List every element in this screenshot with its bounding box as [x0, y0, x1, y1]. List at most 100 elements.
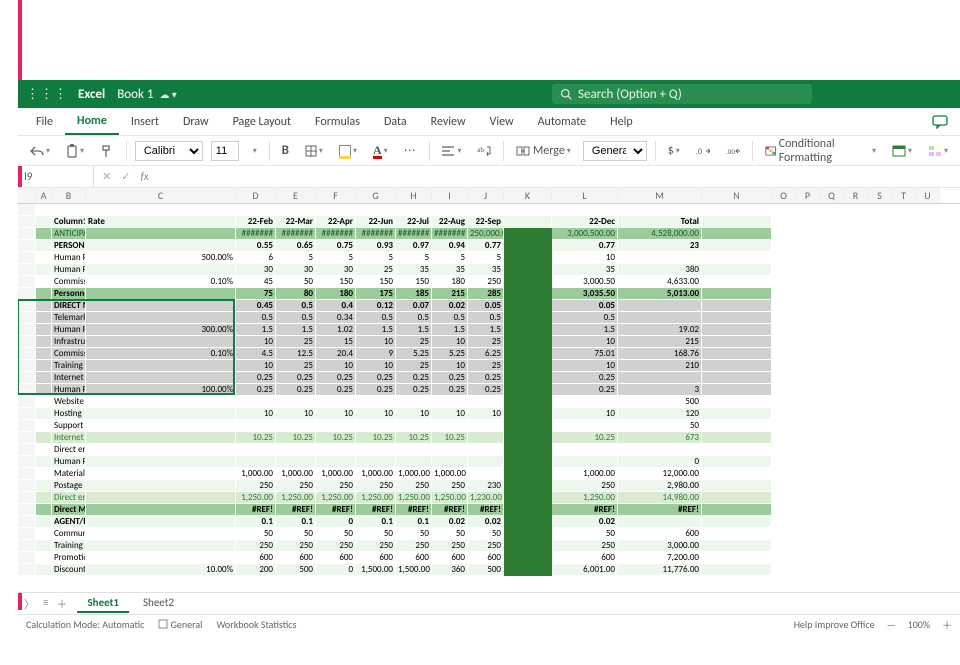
col-header-G[interactable]: G [356, 188, 396, 203]
col-header-B[interactable]: B [52, 188, 86, 203]
table-row[interactable]: Human Resources - Headcount300.00%1.51.5… [18, 324, 960, 336]
table-row[interactable]: Internet Marketing (% of Direct Sales)0.… [18, 372, 960, 384]
table-row[interactable]: PERSONNEL (% OF TOTAL SALES)0.550.650.75… [18, 240, 960, 252]
font-size-input[interactable] [211, 141, 239, 161]
col-header-Q[interactable]: Q [820, 188, 844, 203]
table-row[interactable]: Support & Maintenance50 [18, 420, 960, 432]
zoom-out-button[interactable]: — [887, 618, 896, 631]
col-header-corner[interactable] [18, 188, 36, 203]
menu-tab-home[interactable]: Home [65, 108, 119, 135]
table-row[interactable]: Human Resources - Headcount100.00%0.250.… [18, 384, 960, 396]
table-row[interactable]: Direct email (% of direct sales) [18, 444, 960, 456]
sheet-list-icon[interactable]: ≡ [43, 596, 48, 612]
menu-tab-view[interactable]: View [478, 108, 526, 135]
decimal-increase-button[interactable]: .00 [722, 143, 744, 159]
cancel-formula-icon[interactable]: ✕ [102, 170, 111, 183]
col-header-H[interactable]: H [396, 188, 432, 203]
paste-button[interactable] [62, 142, 88, 160]
bold-button[interactable]: B [278, 141, 293, 160]
table-row[interactable]: Infrastructure Support102515102510251021… [18, 336, 960, 348]
add-sheet-icon[interactable]: ＋ [56, 596, 67, 612]
table-row[interactable]: Human Resources - Cost0 [18, 456, 960, 468]
search-box[interactable]: Search (Option + Q) [552, 84, 812, 104]
col-header-C[interactable]: C [86, 188, 236, 203]
zoom-level-label[interactable]: 100% [908, 618, 930, 631]
table-row[interactable]: Commission0.10%45501501501501802503,000.… [18, 276, 960, 288]
enter-formula-icon[interactable]: ✓ [121, 170, 130, 183]
table-row[interactable]: Hosting1010101010101010120 [18, 408, 960, 420]
col-header-A[interactable]: A [36, 188, 52, 203]
table-row[interactable]: Training1025101025102510210 [18, 360, 960, 372]
document-name[interactable]: Book 1 [117, 87, 153, 102]
cell-styles-button[interactable] [924, 143, 952, 159]
menu-tab-page-layout[interactable]: Page Layout [221, 108, 303, 135]
table-row[interactable]: Website Development (one-time cost)500 [18, 396, 960, 408]
menu-tab-insert[interactable]: Insert [119, 108, 171, 135]
table-row[interactable]: Human Resources - Cost303030253535353538… [18, 264, 960, 276]
col-header-I[interactable]: I [432, 188, 468, 203]
sheet-tab-sheet1[interactable]: Sheet1 [77, 594, 129, 613]
table-row[interactable]: Commission0.10%4.512.520.495.255.256.257… [18, 348, 960, 360]
sheet-nav-left-icon[interactable]: 〉 [24, 596, 35, 612]
table-row[interactable]: Internet Marketing Total $(000)10.2510.2… [18, 432, 960, 444]
col-header-R[interactable]: R [844, 188, 868, 203]
table-row[interactable]: Training2502502502502502502502503,000.00 [18, 540, 960, 552]
sheet-tab-sheet2[interactable]: Sheet2 [133, 594, 184, 613]
col-header-D[interactable]: D [236, 188, 276, 203]
col-header-E[interactable]: E [276, 188, 316, 203]
col-header-O[interactable]: O [772, 188, 796, 203]
col-header-M[interactable]: M [618, 188, 702, 203]
conditional-formatting-button[interactable]: Conditional Formatting [761, 135, 880, 167]
table-row[interactable]: DIRECT MARKETING (% OF TOTAL SALES)0.450… [18, 300, 960, 312]
fx-icon[interactable]: fx [140, 170, 148, 183]
autosave-cloud-icon[interactable]: ☁ ▾ [159, 88, 176, 101]
undo-button[interactable] [26, 143, 54, 159]
menu-tab-formulas[interactable]: Formulas [303, 108, 372, 135]
col-header-S[interactable]: S [868, 188, 892, 203]
table-row[interactable]: AGENT/BROKER (% OF TOTAL SALES)0.10.100.… [18, 516, 960, 528]
workbook-stats-label[interactable]: Workbook Statistics [216, 618, 296, 631]
table-row[interactable]: Telemarketing (% of Direct Sales)0.50.50… [18, 312, 960, 324]
table-row[interactable]: Personnel Total $(000)758018017518521528… [18, 288, 960, 300]
menu-tab-review[interactable]: Review [419, 108, 478, 135]
col-header-U[interactable]: U [916, 188, 940, 203]
fill-color-button[interactable] [335, 143, 361, 159]
table-row[interactable]: Discounts10.00%20050001,500.001,500.0036… [18, 564, 960, 576]
wrap-text-button[interactable]: ab [473, 143, 495, 159]
more-font-button[interactable]: ⋯ [400, 141, 421, 160]
table-row[interactable]: Postage2502502502502502502302502,980.00 [18, 480, 960, 492]
col-header-P[interactable]: P [796, 188, 820, 203]
comments-icon[interactable] [926, 108, 954, 135]
name-box[interactable]: I9 [18, 166, 94, 187]
font-color-button[interactable]: A [369, 141, 392, 160]
menu-tab-automate[interactable]: Automate [526, 108, 599, 135]
currency-button[interactable]: $ [664, 142, 684, 160]
zoom-in-button[interactable]: ＋ [942, 617, 952, 632]
col-header-J[interactable]: J [468, 188, 504, 203]
table-row[interactable]: Human Resources - Headcount500.00%655555… [18, 252, 960, 264]
menu-tab-data[interactable]: Data [372, 108, 419, 135]
number-format-select[interactable]: General [583, 141, 647, 161]
table-row[interactable]: Column1Rate22-Feb22-Mar22-Apr22-Jun22-Ju… [18, 216, 960, 228]
table-row[interactable]: ANTICIPATED SALES TOTAL $(000)##########… [18, 228, 960, 240]
col-header-L[interactable]: L [552, 188, 618, 203]
col-header-N[interactable]: N [702, 188, 772, 203]
menu-tab-draw[interactable]: Draw [171, 108, 221, 135]
font-name-select[interactable]: Calibri [135, 141, 203, 161]
merge-button[interactable]: Merge [512, 142, 575, 160]
spreadsheet-grid[interactable]: ABCDEFGHIJKLMNOPQRSTU Column1Rate22-Feb2… [18, 188, 960, 592]
decimal-decrease-button[interactable]: .0 [692, 143, 714, 159]
align-button[interactable] [437, 144, 465, 158]
column-headers[interactable]: ABCDEFGHIJKLMNOPQRSTU [18, 188, 960, 204]
display-mode-label[interactable]: General [158, 618, 202, 631]
border-button[interactable] [301, 143, 327, 159]
help-improve-label[interactable]: Help Improve Office [794, 618, 875, 631]
col-header-F[interactable]: F [316, 188, 356, 203]
table-row[interactable]: Direct Marketing Total $(000)#REF!#REF!#… [18, 504, 960, 516]
menu-tab-file[interactable]: File [24, 108, 65, 135]
table-row[interactable] [18, 204, 960, 216]
table-row[interactable]: Direct email total $ (000)1,250.001,250.… [18, 492, 960, 504]
col-header-K[interactable]: K [504, 188, 552, 203]
grid-rows[interactable]: Column1Rate22-Feb22-Mar22-Apr22-Jun22-Ju… [18, 204, 960, 576]
format-table-button[interactable] [888, 143, 916, 159]
